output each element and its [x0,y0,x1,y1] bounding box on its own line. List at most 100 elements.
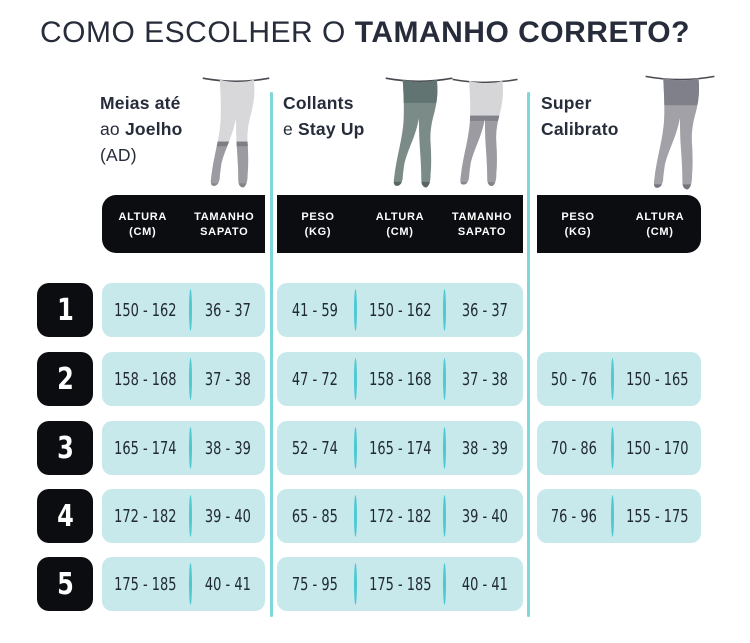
collants-values-pill: 52 - 74 165 - 174 38 - 39 [277,421,523,475]
column-header-sub: (CM) [386,225,414,238]
column-header-title: PESO [561,210,595,223]
column-header-altura-cm: ALTURA (CM) [102,195,184,253]
value-cell: 38 - 39 [461,437,508,459]
cell-separator [443,563,447,605]
header-bar-super-calibrato: PESO (KG) ALTURA (CM) [537,195,701,253]
column-header-sub: (KG) [304,225,332,238]
table-row: 3 165 - 174 38 - 39 52 - 74 165 - 174 38… [0,421,750,475]
group-label-collants: Collants e Stay Up [283,90,365,142]
page-title: COMO ESCOLHER O TAMANHO CORRETO? [40,16,690,50]
column-header-peso-kg: PESO (KG) [537,195,619,253]
column-header-sub: (KG) [564,225,592,238]
value-cell: 172 - 182 [368,505,432,527]
column-header-tamanho-sapato: TAMANHO SAPATO [441,195,523,253]
cell-separator [611,358,615,400]
value-cell: 172 - 182 [114,505,177,527]
value-cell: 70 - 86 [551,437,598,459]
value-cell: 150 - 162 [114,299,177,321]
value-cell: 39 - 40 [205,505,252,527]
cell-separator [188,563,192,605]
meias-values-pill: 175 - 185 40 - 41 [102,557,265,611]
cell-separator [443,289,447,331]
row-number: 1 [56,292,74,328]
cell-separator [443,358,447,400]
collants-values-pill: 75 - 95 175 - 185 40 - 41 [277,557,523,611]
cell-separator [353,289,357,331]
row-number-badge: 3 [37,421,93,475]
column-header-sub: (CM) [646,225,674,238]
value-cell: 155 - 175 [626,505,689,527]
cell-separator [188,358,192,400]
meias-values-pill: 165 - 174 38 - 39 [102,421,265,475]
super-calibrato-values-pill: 76 - 96 155 - 175 [537,489,701,543]
cell-separator [353,495,357,537]
value-cell: 36 - 37 [205,299,252,321]
value-cell: 41 - 59 [292,299,339,321]
value-cell: 150 - 165 [626,368,689,390]
cell-separator [188,427,192,469]
super-calibrato-tights-legs-illustration [645,75,715,190]
group-label-line: Meias até [100,93,181,113]
column-header-title: ALTURA [118,210,168,223]
group-label-line: e [283,119,298,139]
value-cell: 175 - 185 [114,573,177,595]
group-label-line: (AD) [100,145,137,165]
value-cell: 76 - 96 [551,505,598,527]
meias-values-pill: 150 - 162 36 - 37 [102,283,265,337]
row-number-badge: 5 [37,557,93,611]
cell-separator [443,427,447,469]
group-label-line: Super [541,93,592,113]
value-cell: 38 - 39 [205,437,252,459]
row-number: 5 [56,566,74,602]
value-cell: 75 - 95 [292,573,339,595]
header-bar-meias: ALTURA (CM) TAMANHO SAPATO [102,195,265,253]
cell-separator [188,495,192,537]
table-row: 4 172 - 182 39 - 40 65 - 85 172 - 182 39… [0,489,750,543]
value-cell: 150 - 170 [626,437,689,459]
group-label-super-calibrato: Super Calibrato [541,90,619,142]
column-header-peso-kg: PESO (KG) [277,195,359,253]
column-header-title: ALTURA [375,210,425,223]
group-label-line: Calibrato [541,119,619,139]
column-header-title: TAMANHO [194,210,255,223]
table-row: 2 158 - 168 37 - 38 47 - 72 158 - 168 37… [0,352,750,406]
column-header-title: TAMANHO [451,210,513,223]
group-divider-1 [270,92,273,617]
group-label-meias: Meias até ao Joelho (AD) [100,90,183,168]
column-header-sub: (CM) [129,225,157,238]
meias-values-pill: 158 - 168 37 - 38 [102,352,265,406]
page-title-prefix: COMO ESCOLHER O [40,16,355,49]
value-cell: 52 - 74 [292,437,339,459]
value-cell: 165 - 174 [368,437,432,459]
cell-separator [353,427,357,469]
group-label-line: ao [100,119,125,139]
tights-legs-illustration [385,77,453,188]
collants-values-pill: 41 - 59 150 - 162 36 - 37 [277,283,523,337]
super-calibrato-values-pill: 50 - 76 150 - 165 [537,352,701,406]
knee-high-socks-legs-illustration [202,77,270,188]
column-header-tamanho-sapato: TAMANHO SAPATO [184,195,266,253]
value-cell: 158 - 168 [368,368,432,390]
value-cell: 40 - 41 [461,573,508,595]
collants-values-pill: 65 - 85 172 - 182 39 - 40 [277,489,523,543]
value-cell: 150 - 162 [368,299,432,321]
row-number-badge: 2 [37,352,93,406]
cell-separator [611,495,615,537]
row-number: 4 [56,498,74,534]
page-title-emphasis: TAMANHO CORRETO? [354,16,690,49]
group-label-line: Joelho [124,119,183,139]
row-number-badge: 4 [37,489,93,543]
column-header-sub: SAPATO [200,225,249,238]
value-cell: 50 - 76 [551,368,598,390]
cell-separator [353,358,357,400]
value-cell: 175 - 185 [368,573,432,595]
column-header-altura-cm: ALTURA (CM) [359,195,441,253]
collants-values-pill: 47 - 72 158 - 168 37 - 38 [277,352,523,406]
row-number: 2 [56,361,74,397]
column-header-title: ALTURA [635,210,685,223]
value-cell: 165 - 174 [114,437,177,459]
cell-separator [188,289,192,331]
table-row: 5 175 - 185 40 - 41 75 - 95 175 - 185 40… [0,557,750,611]
column-header-altura-cm: ALTURA (CM) [619,195,701,253]
